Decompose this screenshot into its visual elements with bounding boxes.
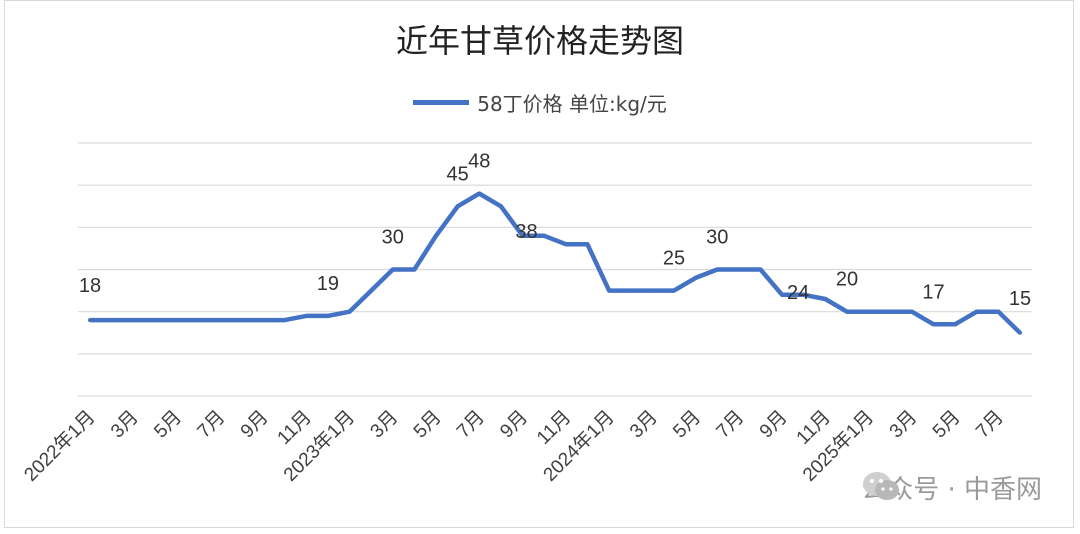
data-label: 30 [706,227,728,249]
data-point [455,204,460,209]
x-tick-label: 9月 [756,407,792,443]
data-point [282,318,287,323]
x-tick-label: 7月 [972,407,1008,443]
data-point [650,288,655,293]
data-point [823,297,828,302]
x-tick-label: 3月 [107,407,143,443]
series-line [90,191,1022,335]
data-point [109,318,114,323]
data-label: 25 [663,248,685,270]
data-point [1018,330,1022,335]
data-label: 24 [787,282,809,304]
data-point [152,318,157,323]
data-point [542,233,547,238]
data-point [758,267,763,272]
x-tick-label: 9月 [496,407,532,443]
data-point [996,309,1001,314]
data-point [585,242,590,247]
data-point [909,309,914,314]
data-point [953,322,958,327]
data-point [931,322,936,327]
data-label: 17 [922,281,944,303]
chart-frame [4,0,1074,528]
data-point [304,313,309,318]
data-point [261,318,266,323]
x-tick-label: 3月 [367,407,403,443]
x-tick-label: 2022年1月 [20,406,100,486]
data-point [477,191,482,196]
data-label: 45 [447,163,469,185]
legend-label: 58丁价格 单位:kg/元 [477,92,667,116]
x-tick-label: 5月 [929,407,965,443]
data-point [369,288,374,293]
x-tick-label: 9月 [237,407,273,443]
data-point [715,267,720,272]
data-point [866,309,871,314]
data-point [88,318,92,323]
legend-swatch [413,100,470,105]
data-label: 19 [317,273,339,295]
data-point [131,318,136,323]
data-point [974,309,979,314]
data-point [563,242,568,247]
data-label: 30 [382,227,404,249]
data-point [347,309,352,314]
x-tick-label: 7月 [713,407,749,443]
data-point [628,288,633,293]
x-tick-label: 5月 [410,407,446,443]
data-label: 48 [468,151,490,173]
chart-title: 近年甘草价格走势图 [395,22,684,60]
data-point [693,275,698,280]
x-tick-label: 5月 [669,407,705,443]
wechat-icon [863,472,900,500]
data-point [390,267,395,272]
data-point [780,292,785,297]
data-point [434,233,439,238]
data-point [844,309,849,314]
data-point [217,318,222,323]
legend: 58丁价格 单位:kg/元 [0,88,1080,117]
data-point [888,309,893,314]
data-label: 20 [836,269,858,291]
data-point [801,292,806,297]
x-tick-label: 5月 [150,407,186,443]
data-point [325,313,330,318]
data-point [671,288,676,293]
data-point [196,318,201,323]
x-tick-label: 7月 [453,407,489,443]
x-tick-label: 7月 [194,407,230,443]
data-label: 15 [1009,288,1031,310]
data-point [239,318,244,323]
watermark: 公众号 · 中香网 [861,469,1042,506]
data-point [412,267,417,272]
x-tick-label: 3月 [626,407,662,443]
data-label: 18 [79,275,101,297]
data-point [607,288,612,293]
data-label: 38 [515,221,537,243]
data-point [498,204,503,209]
data-point [174,318,179,323]
data-point [736,267,741,272]
x-tick-label: 3月 [886,407,922,443]
data-point [520,233,525,238]
